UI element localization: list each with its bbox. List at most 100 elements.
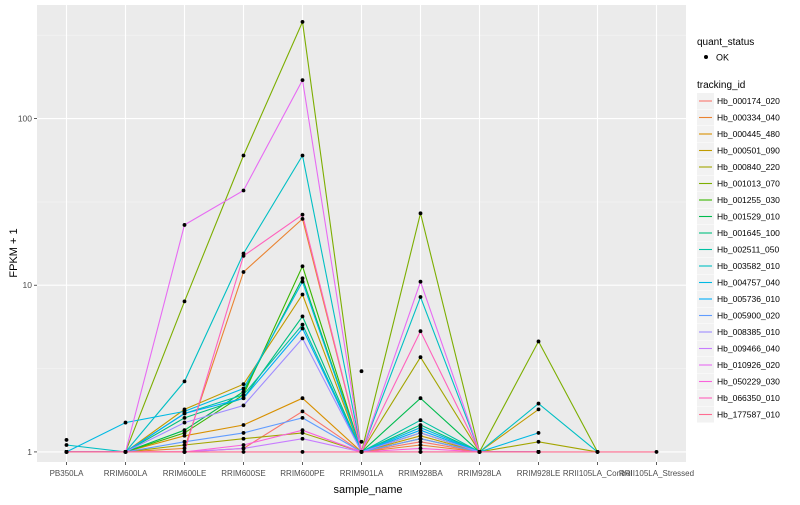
data-point [418,450,423,454]
x-tick-label: RRII105LA_Stressed [619,469,694,478]
data-point [300,153,305,158]
x-tick-label: RRIM901LA [340,469,384,478]
legend-label-hb-000174-020: Hb_000174_020 [717,96,780,106]
data-point [182,433,187,438]
data-point [241,270,246,274]
legend-label-hb-002511-050: Hb_002511_050 [717,245,780,255]
data-point [300,279,305,284]
data-point [418,431,423,435]
data-point [241,431,246,435]
legend-label-hb-003582-010: Hb_003582_010 [717,261,780,271]
data-point [477,450,482,454]
data-point [300,322,305,327]
data-point [182,450,187,454]
data-point [241,153,246,158]
x-tick-label: RRIM928LA [458,469,502,478]
data-point [418,418,423,423]
data-point [64,438,69,442]
data-point [300,326,305,331]
data-point [182,446,187,451]
data-point [241,253,246,258]
data-point [182,223,187,227]
data-point [418,443,423,447]
data-point [241,386,246,391]
legend-label-hb-066350-010: Hb_066350_010 [717,393,780,403]
data-point [182,428,187,433]
data-point [241,423,246,427]
data-point [182,411,187,416]
data-point [300,292,305,297]
data-point [182,439,187,444]
axes: sample_name FPKM + 1 1 10 100 PB350LA RRIM60… [8,114,694,496]
data-point [418,329,423,334]
data-point [536,339,541,344]
data-point [182,443,187,447]
data-point [418,355,423,360]
data-point [241,446,246,451]
x-tick-label: RRIM600LE [163,469,207,478]
x-tick-label: RRIM928BA [398,469,443,478]
data-point [536,431,541,435]
data-point [418,439,423,444]
x-tick-label: RRIM600SE [221,469,265,478]
data-point [241,392,246,397]
data-point [418,436,423,441]
data-point [241,436,246,441]
data-point [241,188,246,193]
y-tick-label: 100 [18,114,32,124]
data-point [123,450,128,454]
data-point [241,450,246,454]
legend-key-ok-point [704,55,708,59]
x-axis-label: sample_name [333,484,402,496]
data-point [241,389,246,394]
data-point [536,407,541,412]
data-point [300,217,305,221]
data-point [182,415,187,420]
series-line-hb-000840-220 [66,356,598,453]
data-point [418,446,423,451]
data-point [418,433,423,438]
data-point [418,279,423,284]
data-point [182,420,187,425]
data-point [300,264,305,269]
legend-label-ok: OK [716,53,729,63]
legend-label-hb-001013-070: Hb_001013_070 [717,179,780,189]
data-point [182,379,187,384]
data-point [64,450,69,454]
legend-label-hb-000501-090: Hb_000501_090 [717,146,780,156]
legend-label-hb-001255-030: Hb_001255_030 [717,195,780,205]
y-tick-label: 10 [23,280,33,290]
legend-title-tracking-id: tracking_id [697,80,745,91]
data-point [300,450,305,454]
data-point [536,401,541,406]
data-point [241,396,246,401]
series-lines [66,19,657,454]
legend-label-hb-000445-480: Hb_000445_480 [717,129,780,139]
x-tick-label: PB350LA [50,469,84,478]
data-point [300,396,305,401]
legend: quant_status OK tracking_id Hb_000174_02… [697,37,780,423]
data-point [300,78,305,83]
legend-label-hb-001645-100: Hb_001645_100 [717,228,780,238]
data-point [418,425,423,430]
y-tick-label: 1 [27,447,32,457]
data-point [300,436,305,441]
data-point [241,403,246,408]
legend-label-hb-009466-040: Hb_009466_040 [717,344,780,354]
data-point [300,428,305,433]
data-point [300,409,305,414]
data-point [123,420,128,425]
data-point [241,443,246,447]
data-point [359,450,364,454]
data-point [595,450,600,454]
data-point [300,212,305,217]
data-point [64,443,69,447]
legend-label-hb-001529-010: Hb_001529_010 [717,212,780,222]
data-point [536,450,541,454]
data-point [300,20,305,24]
legend-label-hb-005900-020: Hb_005900_020 [717,311,780,321]
legend-label-hb-050229-030: Hb_050229_030 [717,377,780,387]
legend-label-hb-000840-220: Hb_000840_220 [717,162,780,172]
